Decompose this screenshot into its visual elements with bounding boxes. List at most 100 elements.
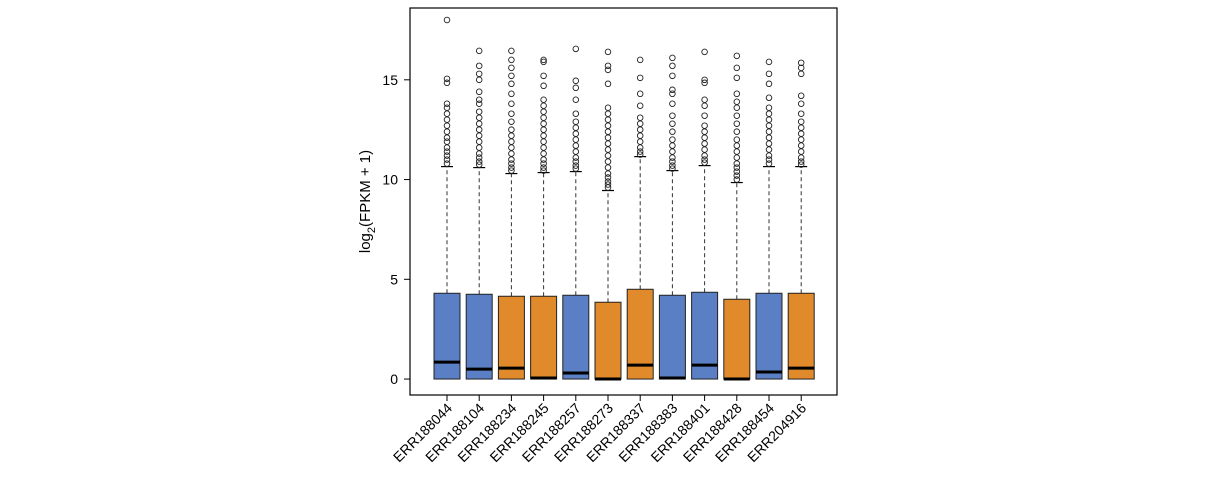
outlier-point — [669, 136, 676, 143]
outlier-point — [508, 164, 515, 171]
outlier-point — [604, 66, 612, 74]
outlier-point — [669, 162, 676, 169]
plot-frame — [409, 7, 838, 396]
box-ERR188454 — [755, 58, 783, 380]
outlier-point — [636, 148, 644, 155]
outlier-point — [604, 146, 612, 153]
y-axis: 0 5 10 15 — [382, 72, 410, 387]
outlier-point — [540, 58, 547, 66]
outlier-point — [765, 152, 773, 159]
outlier-point — [540, 56, 547, 64]
outlier-point — [475, 138, 483, 145]
outlier-point — [475, 158, 483, 165]
outlier-point — [572, 162, 580, 169]
box-body — [530, 295, 558, 380]
outlier-point — [701, 48, 708, 56]
outlier-point — [540, 126, 547, 133]
box-body — [787, 292, 815, 380]
outlier-point — [508, 156, 515, 163]
outlier-point — [443, 16, 451, 24]
outlier-point — [475, 62, 483, 70]
outlier-point — [701, 134, 708, 141]
box-body — [465, 293, 493, 380]
y-tick-label: 5 — [390, 271, 398, 287]
box-ERR188257 — [562, 45, 590, 380]
outlier-point — [443, 152, 451, 159]
outlier-point — [508, 80, 515, 88]
outlier-point — [443, 100, 451, 108]
outlier-point — [797, 142, 805, 149]
outlier-point — [508, 56, 515, 64]
outlier-point — [765, 128, 773, 135]
outlier-point — [797, 118, 805, 125]
outlier-point — [733, 64, 741, 72]
outlier-point — [604, 140, 612, 147]
outlier-point — [508, 138, 515, 145]
outlier-point — [475, 150, 483, 157]
outlier-point — [669, 86, 676, 94]
outlier-point — [475, 120, 483, 127]
outlier-point — [701, 76, 708, 84]
outlier-point — [443, 79, 451, 87]
outlier-point — [443, 138, 451, 145]
box-body — [658, 294, 686, 380]
plot-layer — [433, 16, 815, 381]
outlier-point — [733, 160, 741, 167]
outlier-point — [765, 156, 773, 163]
outlier-point — [765, 80, 773, 88]
outlier-point — [508, 150, 515, 157]
box-body — [562, 294, 590, 380]
outlier-point — [604, 181, 612, 188]
x-axis-labels: ERR188044ERR188104ERR188234ERR188245ERR1… — [390, 395, 809, 465]
outlier-point — [508, 167, 515, 174]
box-ERR188245 — [530, 56, 558, 380]
outlier-point — [701, 112, 708, 119]
outlier-point — [797, 154, 805, 161]
outlier-point — [669, 72, 676, 80]
outlier-point — [797, 148, 805, 155]
outlier-point — [669, 154, 676, 161]
outlier-point — [733, 112, 741, 119]
outlier-point — [540, 114, 547, 121]
y-tick-label: 0 — [390, 371, 398, 387]
outlier-point — [669, 112, 676, 119]
outlier-point — [572, 165, 580, 172]
box-body — [723, 298, 751, 380]
outlier-point — [508, 64, 515, 72]
outlier-point — [475, 70, 483, 78]
outlier-point — [669, 158, 676, 165]
outlier-point — [701, 156, 708, 163]
outlier-point — [572, 124, 580, 131]
outlier-point — [636, 126, 644, 133]
outlier-point — [733, 98, 741, 106]
outlier-point — [475, 88, 483, 96]
outlier-point — [540, 102, 547, 109]
outlier-point — [733, 104, 741, 111]
outlier-point — [701, 96, 708, 104]
outlier-point — [733, 90, 741, 98]
outlier-point — [540, 108, 547, 115]
outlier-point — [572, 148, 580, 155]
outlier-point — [443, 128, 451, 135]
outlier-point — [733, 52, 741, 60]
outlier-point — [669, 100, 676, 108]
outlier-point — [733, 164, 741, 171]
outlier-point — [701, 128, 708, 135]
outlier-point — [636, 114, 644, 121]
outlier-point — [636, 132, 644, 139]
outlier-point — [733, 172, 741, 179]
outlier-point — [540, 160, 547, 167]
y-axis-title: log2(FPKM + 1) — [357, 150, 378, 253]
outlier-point — [508, 144, 515, 151]
outlier-point — [797, 110, 805, 117]
outlier-point — [669, 148, 676, 155]
outlier-point — [797, 124, 805, 131]
outlier-point — [797, 158, 805, 165]
outlier-point — [701, 102, 708, 109]
outlier-point — [475, 96, 483, 104]
outlier-point — [765, 70, 773, 78]
outlier-point — [604, 152, 612, 159]
outlier-point — [733, 176, 741, 183]
outlier-point — [733, 154, 741, 161]
